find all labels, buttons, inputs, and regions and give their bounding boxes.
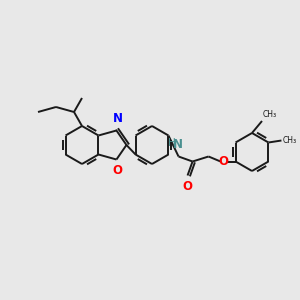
Text: H: H [168, 139, 176, 148]
Text: N: N [112, 112, 122, 125]
Text: O: O [218, 155, 229, 168]
Text: O: O [182, 179, 193, 193]
Text: N: N [172, 139, 182, 152]
Text: CH₃: CH₃ [263, 110, 277, 119]
Text: CH₃: CH₃ [283, 136, 297, 145]
Text: O: O [112, 164, 122, 178]
